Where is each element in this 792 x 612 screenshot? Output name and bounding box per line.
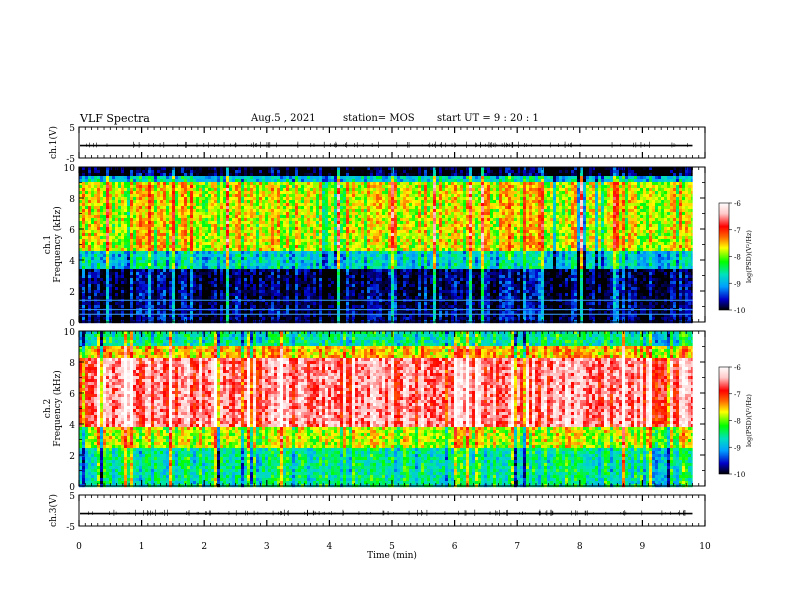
x-tick-label: 8 [577,542,583,552]
colorbar-tick-label: -9 [734,280,741,288]
y-tick-label: 2 [69,288,75,298]
y-axis-label: ch.1(V) [48,126,59,159]
colorbar-label: log(PSD)(V²/Hz) [745,230,753,283]
colorbar-spectrogram-ch1 [718,202,732,311]
x-tick-label: 0 [76,542,82,552]
colorbar-tick-label: -10 [734,307,745,315]
y-tick-label: 10 [64,328,76,338]
y-tick-label: 10 [64,164,76,174]
colorbar-tick-label: -7 [734,227,741,235]
spectrogram-ch2 [79,331,693,488]
x-tick-label: 6 [452,542,458,552]
x-tick-label: 9 [640,542,646,552]
colorbar-scale [718,366,730,475]
y-tick-label: 8 [69,359,75,369]
x-tick-label: 2 [201,542,207,552]
y-tick-label: 6 [69,226,75,236]
colorbar-tick-label: -10 [734,471,745,479]
date-label: Aug.5 , 2021 [251,113,316,124]
colorbar-spectrogram-ch2 [718,366,732,475]
y-tick-label: 5 [69,492,75,502]
colorbar-tick-label: -8 [734,418,741,426]
x-tick-label: 5 [389,542,395,552]
y-tick-label: 0 [69,483,75,493]
colorbar-tick-label: -9 [734,444,741,452]
waveform-top [80,141,693,148]
colorbar-tick-label: -7 [734,391,741,399]
y-tick-label: -5 [66,523,75,533]
station-label: station= MOS [343,113,415,124]
y-axis-label: ch.3(V) [48,494,59,527]
x-tick-label: 1 [139,542,145,552]
start-time-label: start UT = 9 : 20 : 1 [437,113,539,124]
y-tick-label: 4 [69,421,75,431]
y-tick-label: 5 [69,124,75,134]
y-tick-label: 2 [69,452,75,462]
colorbar-tick-label: -6 [734,364,741,372]
figure-title: VLF Spectra [80,112,150,125]
x-tick-label: 4 [327,542,333,552]
x-tick-label: 3 [264,542,270,552]
y-tick-label: -5 [66,155,75,165]
colorbar-label: log(PSD)(V²/Hz) [745,394,753,447]
y-tick-label: 4 [69,257,75,267]
y-axis-label-channel: ch.2 [43,399,53,418]
y-tick-label: 0 [69,319,75,329]
x-tick-label: 7 [514,542,520,552]
waveform-bottom [80,509,693,516]
y-tick-label: 6 [69,390,75,400]
y-tick-label: 8 [69,195,75,205]
spectrogram-ch1 [79,167,693,324]
y-axis-label-unit: Frequency (kHz) [52,370,63,447]
colorbar-scale [718,202,730,311]
y-axis-label-unit: Frequency (kHz) [52,206,63,283]
x-tick-label: 10 [699,542,711,552]
y-axis-label-channel: ch.1 [43,235,53,254]
colorbar-tick-label: -8 [734,254,741,262]
colorbar-tick-label: -6 [734,200,741,208]
x-axis-label: Time (min) [367,550,417,561]
